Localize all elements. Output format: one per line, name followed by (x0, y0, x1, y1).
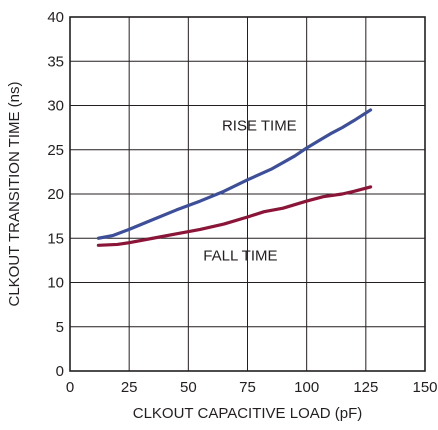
grid (70, 17, 425, 371)
series-line-fall-time (96, 185, 373, 247)
y-tick-label: 5 (56, 319, 64, 336)
y-tick-label: 10 (47, 275, 64, 292)
plot-frame (69, 16, 426, 372)
x-tick-label: 0 (66, 379, 74, 396)
x-tick-label: 100 (294, 379, 319, 396)
x-tick-labels: 0 25 50 75 100 125 150 (66, 379, 438, 396)
series-group (96, 108, 373, 247)
curve-label-fall-time: FALL TIME (203, 247, 277, 264)
y-tick-label: 20 (47, 186, 64, 203)
y-tick-label: 40 (47, 9, 64, 26)
x-tick-label: 125 (353, 379, 378, 396)
annotations: RISE TIME FALL TIME (203, 117, 296, 264)
x-tick-label: 25 (121, 379, 138, 396)
x-tick-label: 50 (180, 379, 197, 396)
y-tick-label: 0 (56, 363, 64, 380)
y-tick-label: 15 (47, 230, 64, 247)
y-tick-label: 30 (47, 98, 64, 115)
series-line-rise-time (96, 108, 373, 240)
y-tick-labels: 0 5 10 15 20 25 30 35 40 (47, 9, 64, 380)
x-axis-title: CLKOUT CAPACITIVE LOAD (pF) (133, 405, 363, 422)
curve-label-rise-time: RISE TIME (222, 117, 297, 134)
y-axis-title: CLKOUT TRANSITION TIME (ns) (6, 81, 23, 306)
x-tick-label: 75 (239, 379, 256, 396)
x-tick-label: 150 (412, 379, 437, 396)
y-tick-label: 35 (47, 53, 64, 70)
y-tick-label: 25 (47, 142, 64, 159)
